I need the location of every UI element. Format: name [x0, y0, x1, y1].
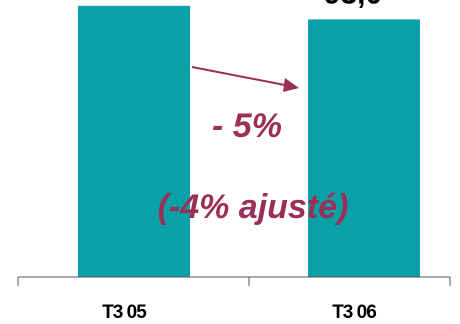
- change-annotation: - 5%: [212, 107, 282, 145]
- bar-2: [308, 19, 420, 277]
- x-axis-ticks-group: [18, 277, 450, 286]
- trend-arrow-head: [283, 78, 299, 92]
- value-label-2: 93,0: [324, 0, 382, 10]
- x-tick-labels-group: T3 05 T3 06: [102, 302, 376, 323]
- x-tick-label-1: T3 05: [102, 302, 147, 323]
- adjusted-change-annotation: (-4% ajusté): [158, 188, 349, 226]
- x-tick-label-2: T3 06: [332, 302, 376, 323]
- trend-arrow: [192, 67, 299, 92]
- bar-1: [78, 6, 190, 277]
- trend-arrow-line: [192, 67, 290, 86]
